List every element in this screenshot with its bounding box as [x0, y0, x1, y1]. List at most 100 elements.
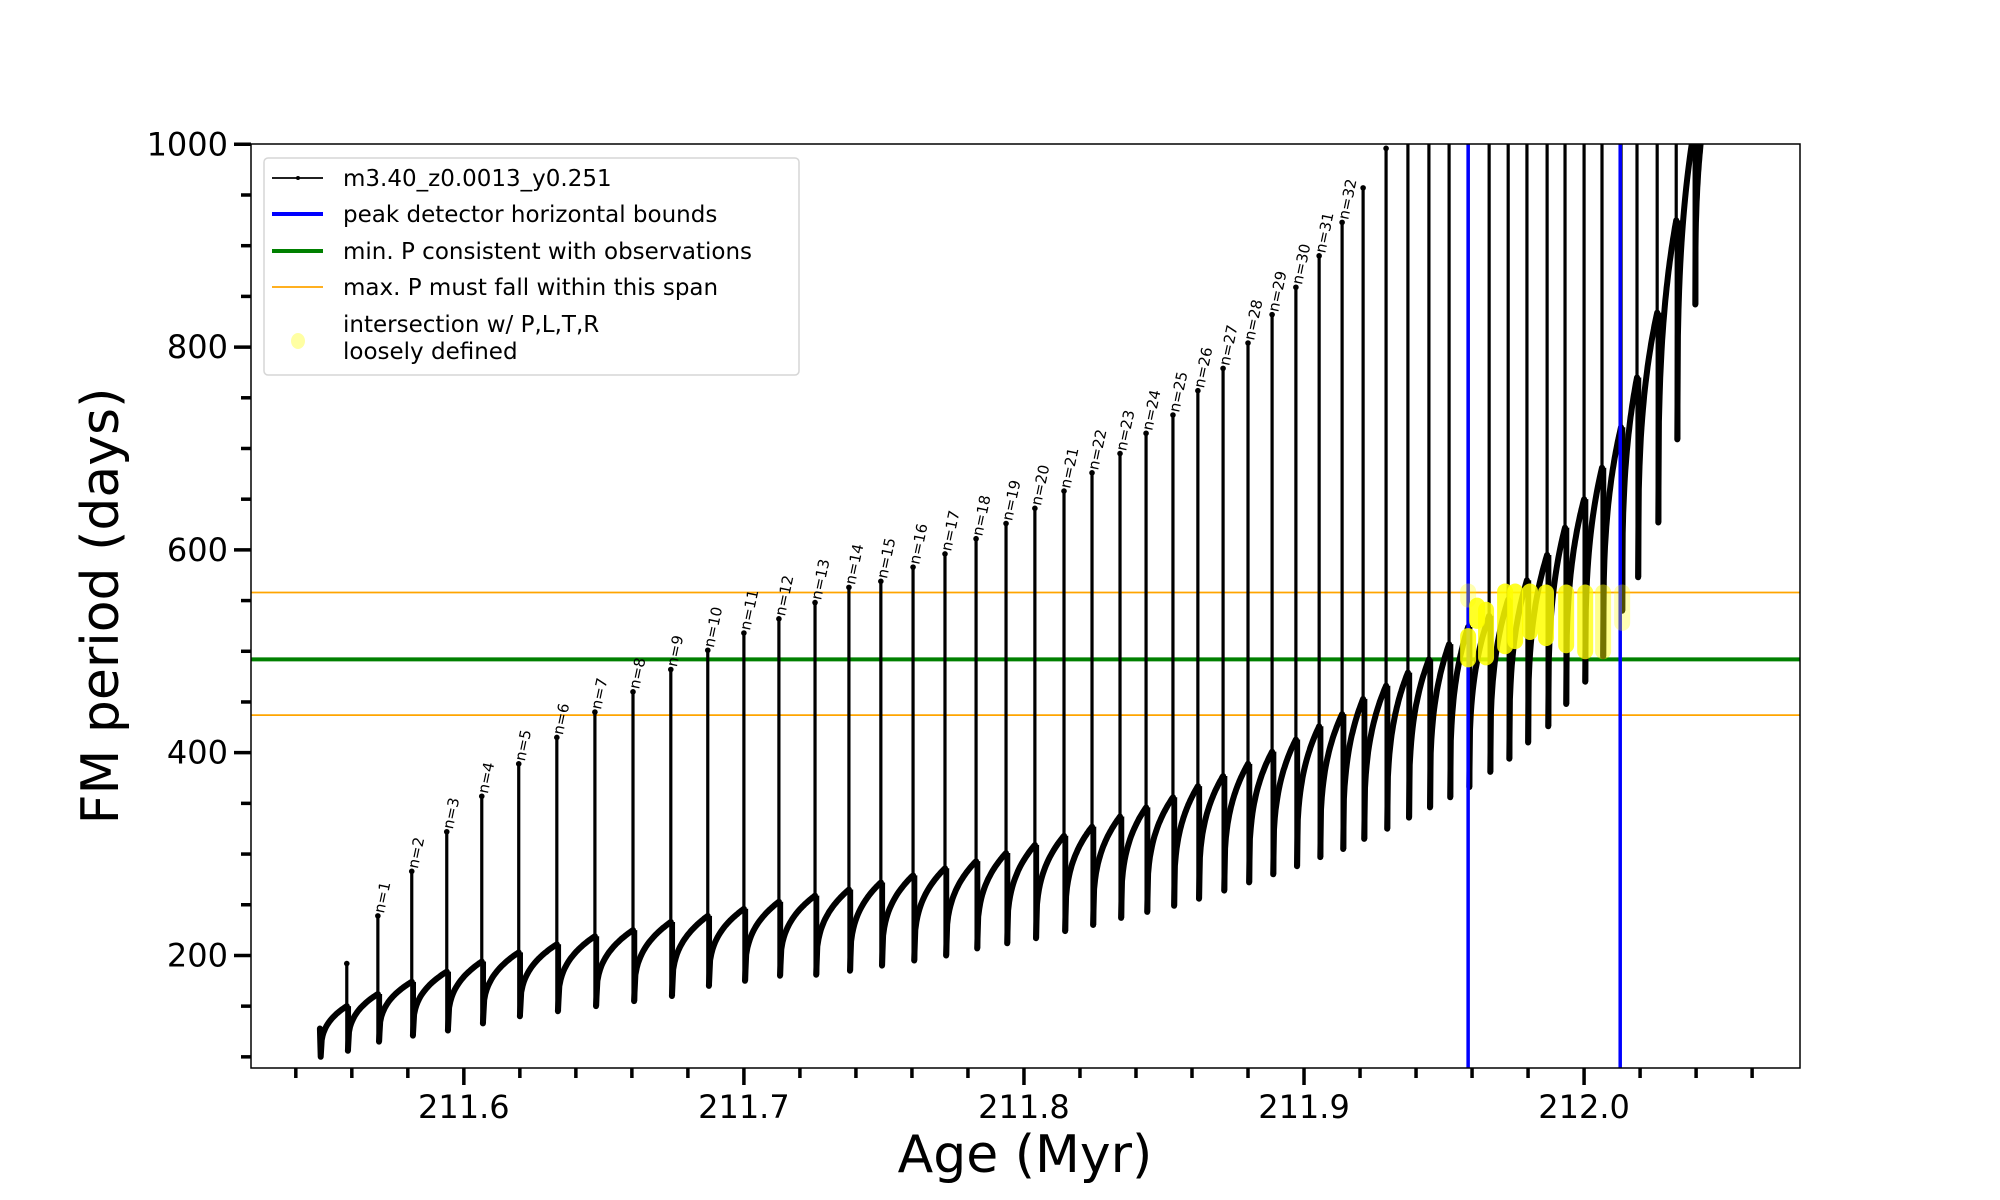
mode-order-label: n=21 — [1056, 446, 1082, 490]
mode-order-label: n=28 — [1240, 298, 1266, 342]
series-branch-curve — [1340, 695, 1367, 852]
mode-order-label: n=30 — [1288, 242, 1314, 286]
series-peak-marker — [704, 647, 711, 654]
series-branch-curve — [911, 865, 948, 964]
series-peak-marker — [741, 630, 747, 636]
legend-frame — [263, 157, 800, 376]
mode-order-label: n=20 — [1027, 463, 1053, 507]
series-branch-curve — [1427, 641, 1453, 811]
legend-label-peak-bounds: peak detector horizontal bounds — [343, 202, 717, 228]
series-branch-curve — [777, 892, 818, 979]
series-branch-curve — [1090, 813, 1123, 928]
x-tick-label: 212.0 — [1538, 1088, 1630, 1126]
legend-label-min-p: min. P consistent with observations — [343, 239, 752, 265]
series-branch-curve — [444, 958, 485, 1034]
series-peak-marker — [554, 734, 560, 741]
series-branch-curve — [631, 919, 674, 1005]
series-branch-curve — [1144, 794, 1176, 915]
mode-order-label: n=5 — [511, 728, 535, 763]
series-branch-curve — [1196, 773, 1227, 902]
series-branch-curve — [705, 905, 747, 989]
mode-order-label: n=14 — [841, 542, 867, 586]
series-peak-marker — [942, 551, 948, 557]
x-axis-label: Age (Myr) — [898, 1125, 1153, 1185]
series-peak-marker — [1339, 219, 1345, 226]
series-branch-curve — [943, 858, 980, 959]
mode-order-label: n=11 — [736, 588, 762, 632]
series-branch-curve — [554, 933, 598, 1015]
mode-order-label: n=13 — [807, 557, 833, 601]
series-branch-curve — [516, 941, 560, 1020]
mode-order-label: n=7 — [587, 676, 611, 711]
series-branch-curve — [344, 991, 381, 1054]
mode-order-label: n=1 — [370, 880, 394, 915]
series-peak-marker — [910, 564, 916, 570]
mode-order-label: n=17 — [937, 509, 963, 553]
series-branch-curve — [668, 912, 711, 999]
series-peak-marker — [973, 535, 979, 542]
y-tick-label: 1000 — [147, 125, 228, 163]
y-tick-label: 400 — [167, 734, 228, 772]
legend-yellow-marker-icon — [291, 333, 305, 349]
intersection-point-marker — [1595, 584, 1612, 660]
series-peak-marker — [1293, 284, 1299, 291]
series-peak-marker — [1170, 412, 1176, 418]
series-peak-marker — [668, 666, 674, 673]
series-branch-curve — [479, 949, 522, 1027]
intersection-point-marker — [1522, 583, 1539, 641]
mode-order-label: n=24 — [1138, 388, 1164, 432]
mode-order-label: n=15 — [873, 536, 899, 580]
series-peak-marker — [443, 828, 450, 835]
series-peak-marker — [1245, 340, 1251, 346]
legend-label-series: m3.40_z0.0013_y0.251 — [343, 166, 612, 192]
intersection-point-marker — [1537, 584, 1554, 647]
mode-order-label: n=10 — [700, 605, 726, 649]
legend-label-max-p: max. P must fall within this span — [343, 275, 718, 301]
series-branch-curve — [879, 872, 917, 969]
y-tick-label: 800 — [167, 328, 228, 366]
series-peak-marker — [592, 709, 598, 715]
series-branch-curve — [1004, 841, 1038, 947]
series-peak-marker — [1003, 520, 1009, 527]
series-peak-marker — [1360, 185, 1366, 191]
series-branch-curve — [409, 968, 450, 1039]
series-branch-curve — [1062, 823, 1095, 935]
series-peak-marker — [343, 960, 350, 967]
mode-order-label: n=6 — [549, 702, 573, 737]
series-branch-curve — [1270, 736, 1299, 878]
y-tick-label: 200 — [167, 936, 228, 974]
series-branch-curve — [813, 886, 852, 978]
series-branch-curve — [316, 1003, 350, 1060]
series-branch-curve — [1406, 656, 1432, 821]
series-peak-marker — [1089, 470, 1095, 476]
series-peak-marker — [478, 793, 485, 800]
mode-order-label: n=3 — [439, 796, 463, 831]
mode-order-label: n=22 — [1084, 428, 1110, 472]
x-tick-label: 211.8 — [978, 1088, 1070, 1126]
series-peak-marker — [812, 599, 818, 606]
mode-order-label: n=2 — [404, 835, 428, 870]
mode-order-label: n=18 — [968, 494, 994, 538]
legend: m3.40_z0.0013_y0.251 peak detector horiz… — [263, 157, 800, 376]
series-peak-marker — [1117, 450, 1123, 457]
series-peak-marker — [776, 616, 782, 622]
plot-area: n=1n=2n=3n=4n=5n=6n=7n=8n=9n=10 n=11 n=12 n… — [251, 144, 1800, 1068]
series-peak-marker — [878, 578, 884, 585]
series-peak-marker — [1383, 145, 1389, 152]
x-tick-label: 211.6 — [418, 1088, 510, 1126]
series-branch-curve — [1294, 723, 1323, 870]
series-peak-marker — [1061, 488, 1067, 494]
series-peak-marker — [630, 689, 636, 695]
series-peak-marker — [375, 913, 381, 919]
series-peak-marker — [846, 584, 852, 591]
series-peak-marker — [1269, 311, 1275, 318]
series-branch-curve — [1317, 711, 1346, 861]
series-peak-marker — [1143, 430, 1149, 437]
mode-order-label: n=27 — [1215, 323, 1241, 367]
series-branch-curve — [1171, 783, 1201, 909]
series-branch-curve — [1246, 748, 1276, 886]
series-branch-curve — [1118, 804, 1150, 921]
intersection-point-marker — [1558, 584, 1575, 654]
intersection-point-marker — [1478, 601, 1495, 666]
series-branch-curve — [847, 879, 884, 974]
